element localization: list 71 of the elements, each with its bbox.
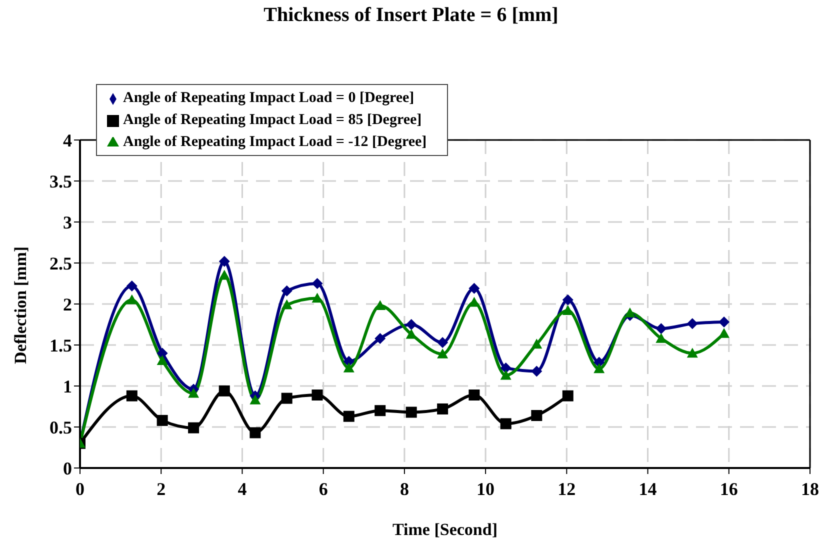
legend-label: Angle of Repeating Impact Load = 0 [Degree] <box>123 90 414 106</box>
y-tick-label: 2.5 <box>50 253 72 274</box>
point <box>531 366 542 377</box>
point <box>126 294 138 304</box>
y-tick-label: 0.5 <box>50 417 72 438</box>
point <box>656 323 667 334</box>
point <box>156 355 168 365</box>
point <box>406 328 417 339</box>
point <box>374 405 386 416</box>
point <box>468 390 480 401</box>
point <box>156 348 168 359</box>
point <box>126 280 138 292</box>
x-tick-label: 4 <box>238 478 247 499</box>
point <box>406 406 417 418</box>
legend-label: Angle of Repeating Impact Load = -12 [Degree] <box>123 134 427 150</box>
x-tick-label: 2 <box>156 478 166 499</box>
point <box>188 422 200 434</box>
y-tick-label: 1.5 <box>50 335 72 356</box>
point <box>437 337 448 348</box>
point <box>281 285 292 296</box>
x-tick-label: 6 <box>318 478 328 499</box>
point <box>686 318 698 330</box>
y-tick-label: 3 <box>63 212 72 232</box>
x-tick-label: 14 <box>638 478 657 499</box>
point <box>594 363 605 374</box>
y-tick-label: 3.5 <box>50 171 72 192</box>
x-axis-title: Time [Second] <box>392 520 498 539</box>
point <box>218 385 230 396</box>
y-axis-title: Deflection [mm] <box>11 246 30 364</box>
point <box>343 410 354 422</box>
point <box>531 338 542 349</box>
point <box>468 282 480 294</box>
point <box>656 332 667 343</box>
point <box>531 410 542 422</box>
point <box>312 278 323 289</box>
point <box>188 388 200 398</box>
x-tick-label: 16 <box>720 478 738 499</box>
point <box>250 427 261 438</box>
point <box>500 362 512 374</box>
point <box>156 414 168 426</box>
point <box>437 348 448 358</box>
x-tick-label: 10 <box>476 478 495 499</box>
point <box>374 332 386 344</box>
point <box>718 328 730 338</box>
point <box>218 270 230 280</box>
point <box>437 403 448 414</box>
y-tick-label: 4 <box>63 130 72 150</box>
point <box>218 256 230 267</box>
point <box>312 390 323 401</box>
point <box>126 390 138 402</box>
point <box>406 319 417 330</box>
point <box>624 308 636 318</box>
y-tick-label: 2 <box>63 294 72 314</box>
x-tick-label: 12 <box>558 478 576 499</box>
chart-title: Thickness of Insert Plate = 6 [mm] <box>262 4 560 27</box>
point <box>718 316 730 328</box>
y-tick-label: 1 <box>63 376 72 396</box>
point <box>562 390 574 402</box>
x-tick-label: 18 <box>801 478 819 499</box>
x-tick-label: 0 <box>76 478 84 499</box>
point <box>281 392 292 404</box>
point <box>562 294 574 306</box>
legend-label: Angle of Repeating Impact Load = 85 [Degree] <box>123 112 422 128</box>
point <box>281 299 292 310</box>
point <box>250 394 261 404</box>
point <box>343 362 354 372</box>
point <box>686 348 698 358</box>
point <box>500 418 512 430</box>
point <box>500 370 512 380</box>
x-tick-label: 8 <box>400 478 409 499</box>
y-tick-label: 0 <box>63 458 72 478</box>
